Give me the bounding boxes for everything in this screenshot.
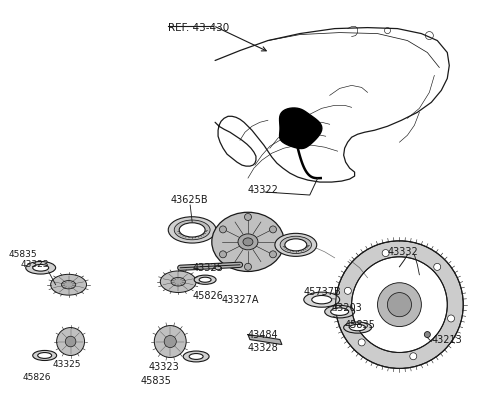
Ellipse shape [275,233,317,256]
Text: 43203: 43203 [332,303,362,313]
Circle shape [447,315,455,322]
Ellipse shape [174,220,210,240]
Circle shape [219,251,227,258]
Text: 45835: 45835 [140,376,171,386]
Circle shape [410,353,417,360]
Ellipse shape [189,354,203,359]
Ellipse shape [312,296,332,304]
Wedge shape [336,241,463,369]
Circle shape [219,226,227,233]
Circle shape [344,287,351,294]
Ellipse shape [171,277,185,286]
Text: 45835: 45835 [345,320,375,330]
Ellipse shape [51,274,86,295]
Text: 45835: 45835 [9,250,37,259]
Ellipse shape [26,262,56,274]
Text: 43322: 43322 [248,185,279,195]
Text: 45737B: 45737B [304,287,342,297]
Circle shape [57,328,84,356]
Ellipse shape [33,350,57,360]
Text: 43328: 43328 [248,343,279,352]
Ellipse shape [344,322,372,333]
Ellipse shape [304,292,340,307]
Polygon shape [279,108,322,149]
Ellipse shape [183,351,209,362]
Ellipse shape [194,275,216,284]
Ellipse shape [199,277,211,282]
Text: 43625B: 43625B [170,195,208,205]
Circle shape [358,339,365,346]
Circle shape [434,263,441,271]
Circle shape [269,251,276,258]
Circle shape [65,336,76,347]
Ellipse shape [212,212,284,271]
Text: 43323: 43323 [148,362,179,373]
Ellipse shape [331,308,348,315]
Ellipse shape [33,264,48,271]
Circle shape [382,249,389,256]
Ellipse shape [61,281,76,289]
Text: 43325: 43325 [53,360,81,369]
Ellipse shape [285,239,307,251]
Ellipse shape [324,305,355,318]
Ellipse shape [280,236,312,254]
Ellipse shape [179,223,205,237]
Text: REF. 43-430: REF. 43-430 [168,23,229,33]
Text: 43323: 43323 [21,260,49,269]
Circle shape [154,326,186,358]
Polygon shape [248,335,282,345]
Circle shape [269,226,276,233]
Circle shape [387,292,411,317]
Text: 43327A: 43327A [222,295,260,305]
Circle shape [424,332,431,337]
Circle shape [244,263,252,270]
Text: 43213: 43213 [432,335,462,345]
Text: 43484: 43484 [248,330,278,339]
Ellipse shape [38,352,52,358]
Text: 43325: 43325 [192,263,223,273]
Ellipse shape [349,324,366,331]
Ellipse shape [243,238,253,246]
Circle shape [244,213,252,220]
Text: 43332: 43332 [387,247,418,257]
Ellipse shape [238,234,258,250]
Circle shape [378,283,421,326]
Text: 45826: 45826 [192,291,223,301]
Circle shape [164,335,176,347]
Text: 45826: 45826 [23,373,51,382]
Ellipse shape [160,271,196,292]
Ellipse shape [168,217,216,243]
Ellipse shape [215,266,221,270]
